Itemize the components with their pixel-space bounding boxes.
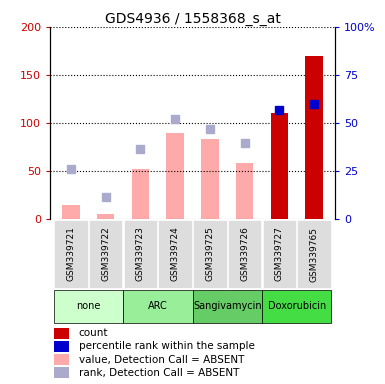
Text: Doxorubicin: Doxorubicin: [268, 301, 326, 311]
FancyBboxPatch shape: [193, 220, 226, 288]
Text: value, Detection Call = ABSENT: value, Detection Call = ABSENT: [79, 354, 244, 364]
Bar: [54, 328, 69, 339]
FancyBboxPatch shape: [124, 220, 157, 288]
Text: GSM339727: GSM339727: [275, 227, 284, 281]
FancyBboxPatch shape: [298, 220, 331, 288]
Bar: [271, 113, 288, 219]
Text: none: none: [76, 301, 100, 311]
Text: count: count: [79, 328, 108, 338]
Text: GSM339721: GSM339721: [66, 227, 75, 281]
FancyBboxPatch shape: [54, 220, 87, 288]
Title: GDS4936 / 1558368_s_at: GDS4936 / 1558368_s_at: [105, 12, 280, 26]
Bar: [54, 367, 69, 378]
Bar: [54, 341, 69, 352]
Bar: [305, 56, 323, 219]
Text: rank, Detection Call = ABSENT: rank, Detection Call = ABSENT: [79, 367, 239, 377]
Text: GSM339726: GSM339726: [240, 227, 249, 281]
Text: Sangivamycin: Sangivamycin: [193, 301, 261, 311]
FancyBboxPatch shape: [159, 220, 192, 288]
FancyBboxPatch shape: [123, 290, 192, 323]
Text: GSM339765: GSM339765: [310, 227, 319, 281]
Text: GSM339725: GSM339725: [205, 227, 214, 281]
FancyBboxPatch shape: [54, 290, 123, 323]
Bar: [54, 354, 69, 365]
Bar: [97, 214, 114, 219]
FancyBboxPatch shape: [192, 290, 262, 323]
Bar: [201, 139, 219, 219]
Bar: [236, 163, 253, 219]
Bar: [62, 205, 80, 219]
Text: percentile rank within the sample: percentile rank within the sample: [79, 341, 254, 351]
FancyBboxPatch shape: [262, 290, 331, 323]
Text: GSM339724: GSM339724: [171, 227, 180, 281]
FancyBboxPatch shape: [228, 220, 261, 288]
FancyBboxPatch shape: [89, 220, 122, 288]
FancyBboxPatch shape: [263, 220, 296, 288]
Text: GSM339723: GSM339723: [136, 227, 145, 281]
Text: ARC: ARC: [148, 301, 167, 311]
Bar: [166, 132, 184, 219]
Text: GSM339722: GSM339722: [101, 227, 110, 281]
Bar: [132, 169, 149, 219]
